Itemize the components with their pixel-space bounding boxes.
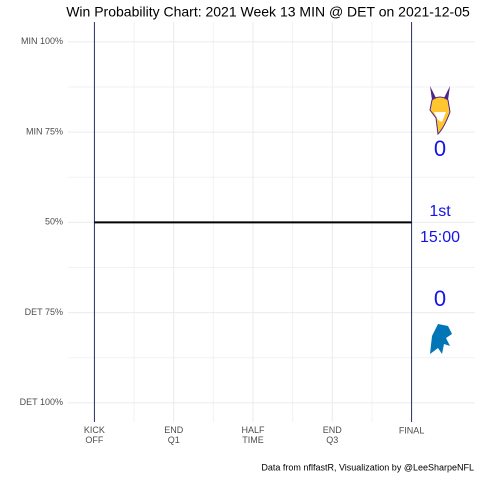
y-tick-label: DET 100% — [20, 397, 63, 407]
annotation-clock: 15:00 — [420, 229, 460, 246]
chart-title: Win Probability Chart: 2021 Week 13 MIN … — [66, 4, 470, 20]
y-tick-label: 50% — [45, 217, 63, 227]
x-tick-label: KICK OFF — [84, 425, 105, 445]
x-tick-label: END Q3 — [323, 425, 343, 445]
caption: Data from nflfastR, Visualization by @Le… — [261, 462, 474, 472]
annotation-home-score: 0 — [434, 286, 446, 311]
x-tick-label: FINAL — [399, 425, 425, 435]
y-tick-label: MIN 100% — [21, 36, 63, 46]
plot-layer: MIN 100% MIN 75% 50% DET 75% DET 100% KICK OFF… — [20, 22, 475, 445]
x-tick-label: HALF TIME — [241, 425, 265, 445]
annotation-quarter: 1st — [429, 203, 451, 220]
det-logo — [430, 324, 452, 354]
x-tick-label: END Q1 — [164, 425, 184, 445]
y-tick-label: DET 75% — [25, 307, 63, 317]
min-logo — [429, 86, 451, 136]
y-tick-label: MIN 75% — [26, 126, 63, 136]
annotation-away-score: 0 — [434, 136, 446, 161]
